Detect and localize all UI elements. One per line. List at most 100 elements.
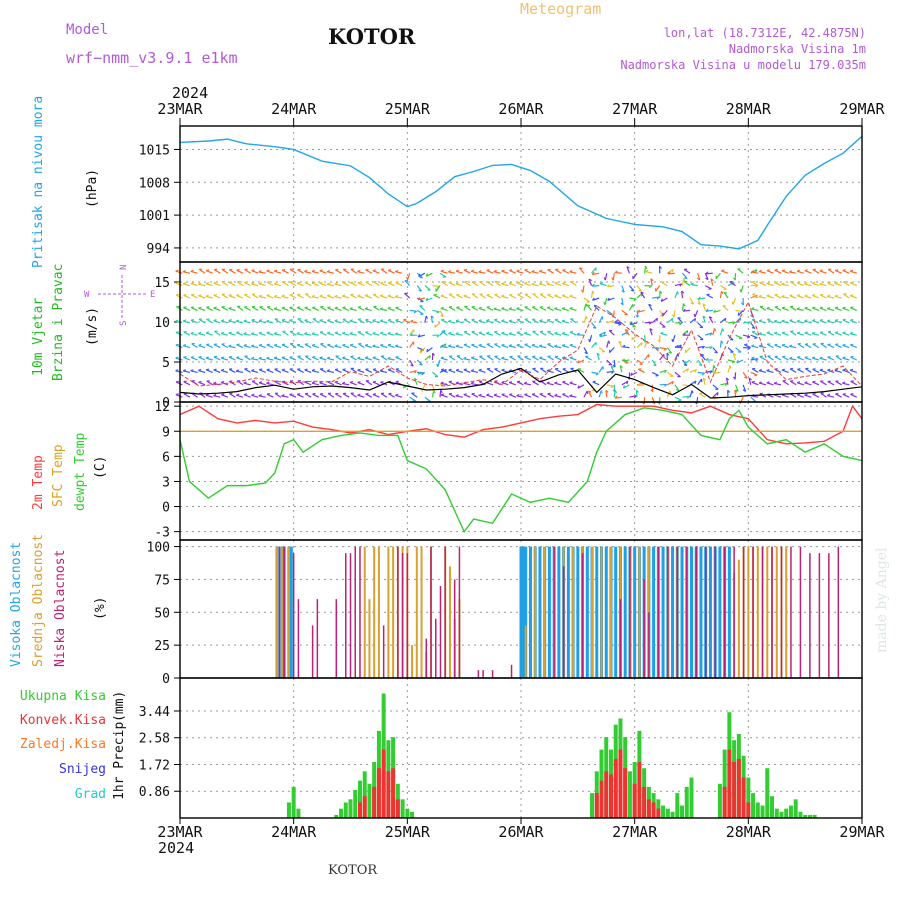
wind-barb xyxy=(296,333,304,336)
wind-barb-head xyxy=(759,281,763,284)
wind-barb xyxy=(273,283,282,287)
wind-barb-head xyxy=(198,380,202,383)
wind-barb xyxy=(372,319,380,324)
wind-barb xyxy=(236,320,244,324)
precip-conv-bar xyxy=(608,774,613,818)
wind-barb xyxy=(439,310,444,317)
wind-barb xyxy=(820,380,827,386)
wind-barb xyxy=(342,332,350,336)
wind-barb-head xyxy=(404,279,408,282)
wind-barb-head xyxy=(243,393,248,396)
wind-barb xyxy=(614,396,622,399)
wind-barb-head xyxy=(501,282,505,285)
wind-barb xyxy=(213,269,221,274)
wind-barb xyxy=(501,394,509,398)
cloud-mid-bar xyxy=(572,546,575,678)
wind-barb-head xyxy=(440,356,444,359)
cloud-low-bar xyxy=(643,579,645,678)
wind-barb xyxy=(501,283,509,287)
wind-barb xyxy=(781,296,789,299)
wind-barb-head xyxy=(631,336,634,341)
precip-conv-bar xyxy=(362,796,367,818)
wind-barb-head xyxy=(281,394,285,397)
wind-barb xyxy=(463,382,471,386)
cloud-high-bar xyxy=(538,546,542,678)
wind-barb xyxy=(319,331,327,336)
wind-barb xyxy=(357,381,365,386)
wind-barb xyxy=(681,290,684,299)
wind-barb xyxy=(175,294,183,299)
wind-barb xyxy=(244,281,251,287)
wind-barb xyxy=(621,309,628,316)
wind-barb-head xyxy=(819,306,823,309)
wind-barb-head xyxy=(478,306,482,309)
wind-barb xyxy=(281,357,289,361)
wind-barb xyxy=(236,294,244,299)
wind-barb-head xyxy=(797,355,801,358)
wind-barb xyxy=(690,283,698,287)
wind-barb xyxy=(805,368,812,373)
wind-barb-head xyxy=(357,393,361,396)
wind-barb xyxy=(320,343,327,349)
wind-barb xyxy=(236,269,244,274)
wind-barb xyxy=(251,394,259,398)
wind-barb xyxy=(479,281,486,287)
wind-barb xyxy=(599,334,607,338)
wind-barb-head xyxy=(311,294,315,298)
wind-barb xyxy=(774,344,782,349)
wind-barb-head xyxy=(804,356,808,359)
wind-barb-head xyxy=(236,294,240,297)
wind-barb-head xyxy=(849,331,853,335)
time-tick-bottom: 24MAR xyxy=(271,823,317,841)
wind-barb-head xyxy=(622,385,626,389)
wind-barb xyxy=(508,308,516,311)
wind-barb xyxy=(274,318,282,324)
wind-ylabel2: Brzina i Pravac xyxy=(51,264,66,381)
temperature-ytick-label: 0 xyxy=(162,501,170,516)
precip-total-bar xyxy=(784,808,789,818)
wind-barb xyxy=(508,333,516,336)
wind-barb-head xyxy=(751,380,755,383)
wind-barb-head xyxy=(819,356,823,359)
wind-barb xyxy=(705,346,713,349)
wind-barb-head xyxy=(650,389,654,393)
wind-barb-head xyxy=(570,330,574,333)
wind-barb-head xyxy=(486,293,490,296)
wind-barb xyxy=(789,281,797,287)
wind-barb xyxy=(380,344,388,349)
wind-barb xyxy=(424,355,431,361)
wind-barb-head xyxy=(213,355,218,358)
wind-barb-head xyxy=(349,331,353,335)
wind-barb xyxy=(236,281,244,287)
wind-barb xyxy=(258,271,266,274)
wind-barb-head xyxy=(827,281,831,284)
wind-barb xyxy=(387,282,395,287)
cloud-mid-bar xyxy=(591,546,594,678)
wind-barb xyxy=(387,269,395,274)
wind-barb xyxy=(281,269,289,274)
wind-barb xyxy=(524,332,532,336)
cloud-mid-label: Srednja Oblacnost xyxy=(31,534,46,667)
wind-barb xyxy=(350,392,357,398)
wind-barb xyxy=(697,297,701,305)
wind-barb xyxy=(190,356,198,361)
wind-barb xyxy=(364,357,373,361)
wind-barb-head xyxy=(577,385,580,389)
wind-barb xyxy=(205,357,213,361)
wind-barb xyxy=(789,295,797,299)
wind-barb-head xyxy=(675,344,679,348)
wind-barb xyxy=(789,368,797,373)
cloud-high-bar xyxy=(524,546,528,678)
wind-barb xyxy=(327,392,335,398)
wind-barb-head xyxy=(774,343,778,346)
wind-barb-head xyxy=(433,293,437,296)
wind-barb-head xyxy=(819,269,823,272)
wind-barb xyxy=(439,390,442,398)
wind-barb xyxy=(395,356,403,361)
wind-barb-head xyxy=(713,328,717,332)
wind-barb-head xyxy=(395,393,399,396)
wind-barb xyxy=(228,356,236,361)
wind-barb-head xyxy=(311,381,315,384)
wind-barb xyxy=(561,308,569,311)
